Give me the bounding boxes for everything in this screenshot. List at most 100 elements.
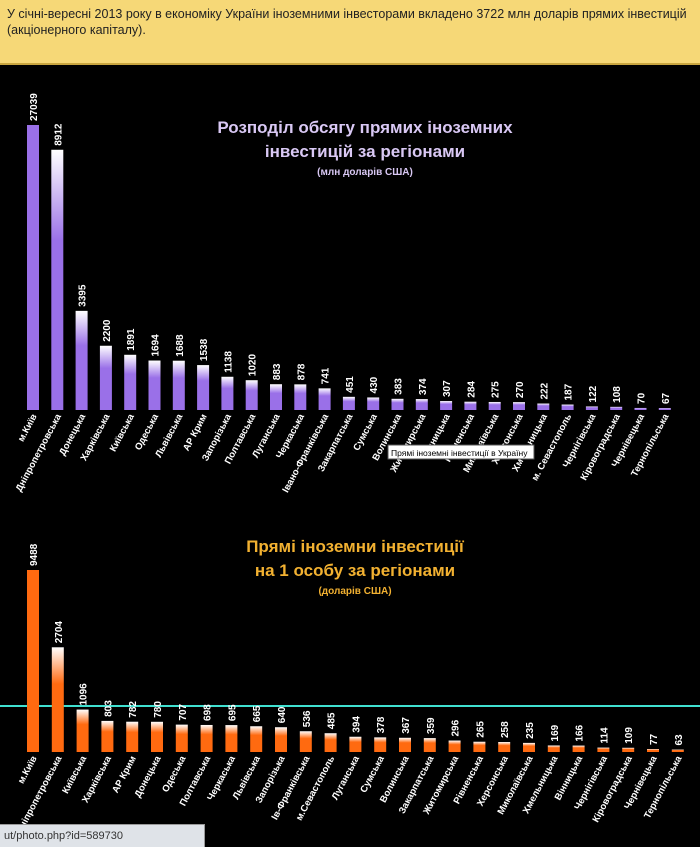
value-label: 70 — [637, 392, 648, 404]
value-label: 2200 — [102, 319, 113, 342]
bar — [488, 401, 501, 410]
bar — [464, 401, 477, 410]
bar — [51, 647, 64, 752]
background — [0, 65, 700, 824]
value-label: 782 — [128, 701, 139, 718]
value-label: 2704 — [54, 621, 65, 644]
bar — [658, 408, 671, 410]
value-label: 780 — [153, 701, 164, 718]
value-label: 235 — [525, 722, 536, 739]
value-label: 169 — [550, 724, 561, 741]
value-label: 485 — [327, 712, 338, 729]
bar — [342, 396, 355, 410]
bar — [99, 345, 112, 410]
bar — [270, 384, 282, 410]
bar — [423, 738, 436, 752]
bar — [597, 747, 610, 752]
value-label: 1096 — [79, 683, 90, 706]
value-label: 284 — [466, 381, 477, 398]
header-text: У січні-вересні 2013 року в економіку Ук… — [0, 0, 700, 65]
bar — [221, 376, 234, 410]
value-label: 265 — [475, 721, 486, 738]
chart-title: інвестицій за регіонами — [265, 142, 465, 161]
value-label: 1694 — [151, 334, 162, 357]
value-label: 108 — [612, 386, 623, 403]
bar — [647, 749, 659, 752]
bar — [124, 354, 137, 410]
bars — [27, 125, 671, 410]
charts: Розподіл обсягу прямих іноземних інвестиц… — [0, 65, 700, 824]
bar — [76, 709, 89, 752]
bar — [537, 403, 550, 410]
value-label: 166 — [575, 724, 586, 741]
bar — [51, 149, 64, 410]
bars — [27, 570, 684, 752]
value-label: 451 — [345, 376, 356, 393]
bar — [148, 360, 161, 410]
value-label: 1538 — [199, 338, 210, 361]
value-label: 77 — [649, 733, 660, 745]
bar — [275, 727, 287, 752]
value-label: 1891 — [126, 328, 137, 351]
value-label: 114 — [599, 727, 610, 744]
bar — [448, 740, 461, 752]
bar — [634, 407, 647, 410]
value-label: 109 — [624, 727, 635, 744]
value-label: 122 — [588, 385, 599, 402]
bar — [349, 736, 362, 752]
value-label: 296 — [451, 719, 462, 736]
bar — [374, 737, 387, 752]
bar — [126, 721, 139, 752]
bar — [299, 731, 312, 752]
value-label: 275 — [491, 381, 502, 398]
tooltip-box — [387, 444, 535, 460]
tooltip: Прямі іноземні інвестиції в Україну — [387, 444, 535, 460]
value-label: 695 — [227, 704, 238, 721]
bar — [225, 725, 238, 752]
value-label: 1138 — [223, 351, 234, 373]
bar — [367, 397, 380, 410]
value-label: 1020 — [248, 354, 259, 377]
bar — [197, 365, 210, 410]
chart-title: Розподіл обсягу прямих іноземних — [217, 118, 513, 137]
chart-subtitle: (млн доларів США) — [317, 167, 413, 178]
bar — [622, 747, 635, 752]
bar — [671, 749, 684, 752]
bar — [250, 726, 263, 752]
bar — [200, 724, 213, 752]
bar — [547, 745, 560, 752]
bar — [27, 125, 39, 410]
bar — [473, 741, 486, 752]
value-label: 187 — [564, 383, 575, 400]
value-label: 270 — [515, 381, 526, 398]
bar — [572, 745, 585, 752]
bar — [27, 570, 39, 752]
value-label: 640 — [277, 706, 288, 723]
value-label: 367 — [401, 717, 412, 734]
bar — [399, 737, 411, 752]
value-label: 383 — [394, 378, 405, 395]
value-label: 430 — [369, 376, 380, 393]
value-label: 67 — [661, 392, 672, 404]
value-label: 307 — [442, 380, 453, 397]
bar — [75, 310, 88, 410]
chart-title: на 1 особу за регіонами — [255, 561, 455, 580]
value-label: 883 — [272, 363, 283, 380]
value-label: 8912 — [53, 123, 64, 146]
bar — [513, 402, 525, 410]
chart-title: Прямі іноземни інвестиції — [246, 537, 465, 556]
tooltip-text: Прямі іноземні інвестиції в Україну — [391, 448, 528, 458]
status-bar: ut/photo.php?id=589730 — [0, 824, 205, 847]
bar — [391, 398, 404, 410]
bar — [523, 742, 535, 752]
value-label: 803 — [103, 700, 114, 717]
bar — [561, 404, 574, 410]
value-label: 3395 — [78, 284, 89, 307]
bar — [585, 406, 598, 410]
value-label: 394 — [351, 716, 362, 733]
bar — [415, 399, 428, 410]
value-label: 374 — [418, 378, 429, 395]
value-label: 9488 — [29, 543, 40, 566]
bar — [101, 720, 114, 752]
